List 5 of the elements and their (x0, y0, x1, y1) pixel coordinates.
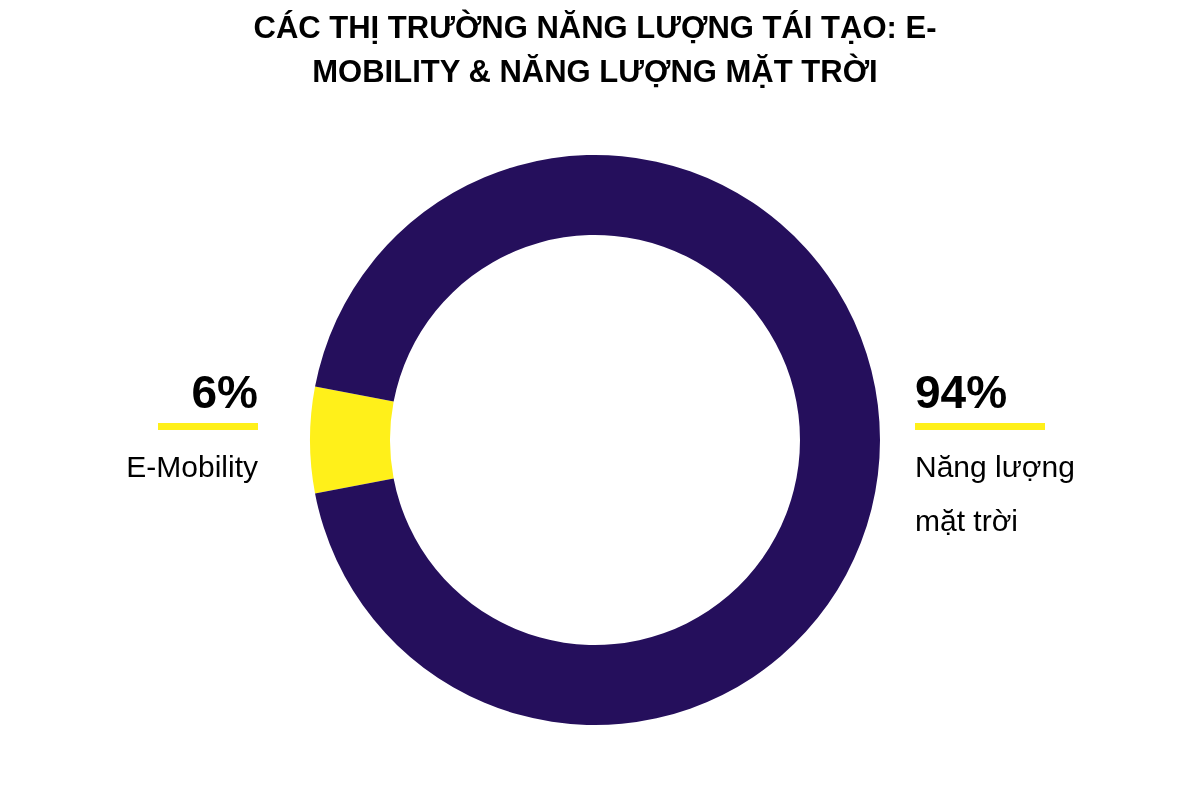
data-label: 6% (190, 365, 258, 419)
data-label: 94% (915, 365, 1009, 419)
slice-label: Năng lượng mặt trời (915, 449, 1076, 539)
chart-title: CÁC THỊ TRƯỜNG NĂNG LƯỢNG TÁI TẠO: E-MOBILITY & NĂNG LƯỢNG MẶT TRỜI (252, 8, 938, 91)
legend-label: E-Mobility (125, 449, 258, 485)
